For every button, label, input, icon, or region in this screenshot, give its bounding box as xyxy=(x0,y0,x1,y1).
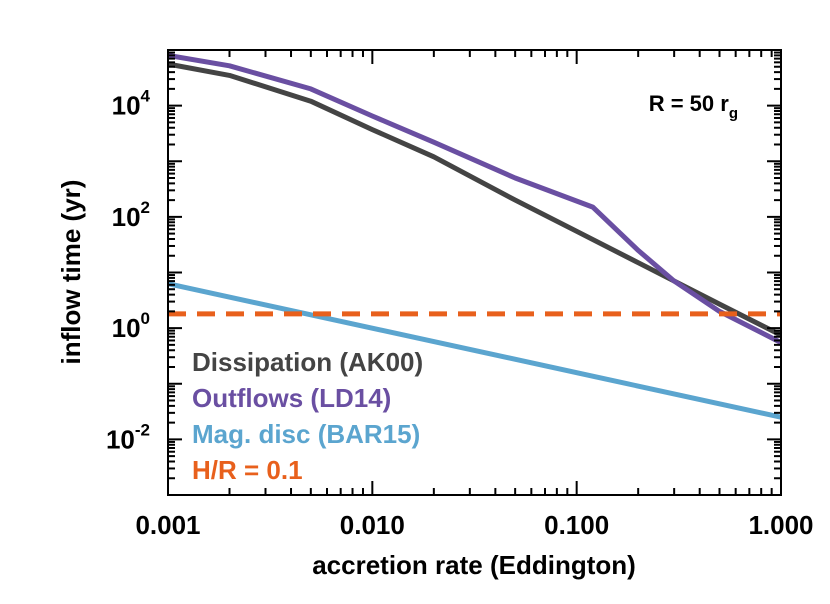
legend-entry-3: H/R = 0.1 xyxy=(192,455,303,485)
annotation-main: R = 50 r xyxy=(649,91,730,116)
legend-entry-2: Mag. disc (BAR15) xyxy=(192,419,420,449)
legend: Dissipation (AK00) Outflows (LD14) Mag. di… xyxy=(192,347,423,485)
legend-entry-1: Outflows (LD14) xyxy=(192,383,391,413)
x-tick-label: 0.100 xyxy=(544,510,609,540)
y-tick-label: 100 xyxy=(112,309,150,343)
y-tick-label: 10-2 xyxy=(106,420,150,454)
annotation-label: R = 50 rg xyxy=(649,91,738,122)
annotation-sub: g xyxy=(729,105,738,122)
labels-layer: 0.001 0.010 0.100 1.000 10-2 100 102 104 xyxy=(106,87,814,540)
ticks-layer xyxy=(167,50,781,496)
y-tick-label: 102 xyxy=(112,198,150,232)
x-tick-label: 0.010 xyxy=(340,510,405,540)
plot-frame xyxy=(167,49,782,496)
series-line-1 xyxy=(167,52,783,345)
x-axis-label: accretion rate (Eddington) xyxy=(312,550,636,580)
x-tick-label: 0.001 xyxy=(135,510,200,540)
y-tick-label: 104 xyxy=(112,87,151,121)
y-axis-label: inflow time (yr) xyxy=(56,180,86,365)
series-layer xyxy=(167,52,783,420)
legend-entry-0: Dissipation (AK00) xyxy=(192,347,423,377)
series-line-2 xyxy=(167,281,782,420)
x-tick-label: 1.000 xyxy=(748,510,813,540)
